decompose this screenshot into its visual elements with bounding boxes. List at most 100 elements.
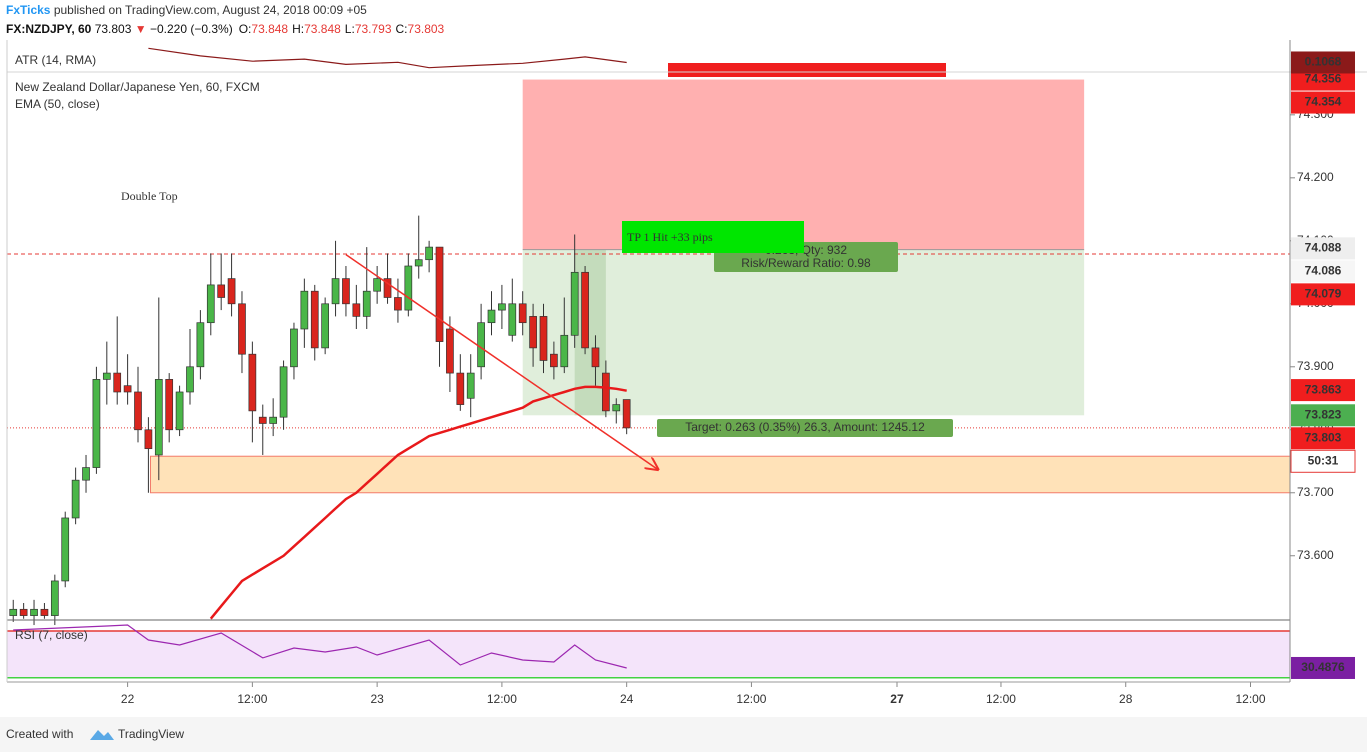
price-tag: 74.356 — [1305, 72, 1342, 86]
price-tag-bg — [1291, 260, 1355, 283]
x-tick-label: 22 — [121, 692, 135, 706]
candle-body — [435, 246, 444, 342]
price-tag-bg — [1291, 237, 1355, 260]
atr-legend: ATR (14, RMA) — [15, 53, 96, 67]
candle-body — [310, 290, 319, 349]
price-tag-bg — [1291, 283, 1355, 306]
candle-body — [82, 467, 90, 481]
main-layer — [7, 47, 1290, 679]
x-tick-label: 24 — [620, 692, 634, 706]
change: −0.220 (−0.3%) — [150, 22, 233, 36]
quote-key: L: — [345, 22, 355, 36]
ema-legend: EMA (50, close) — [15, 97, 100, 111]
support-zone — [149, 455, 1291, 494]
candle-body — [560, 334, 569, 368]
candle-body — [71, 479, 80, 519]
candle-body — [352, 303, 361, 317]
footer-text: Created with — [6, 727, 73, 741]
candle-body — [550, 353, 558, 368]
candle-body — [529, 316, 537, 349]
candle-body — [414, 259, 423, 267]
atr-line — [148, 47, 627, 69]
candle-body — [154, 379, 163, 456]
quote-value: 73.803 — [408, 22, 445, 36]
candle-body — [591, 347, 600, 368]
y-tick-label: 74.200 — [1297, 170, 1334, 184]
candle-body — [175, 391, 184, 431]
countdown-tag-bg — [1290, 449, 1356, 473]
published: published on TradingView.com, August 24,… — [54, 3, 367, 17]
last-price: 73.803 — [95, 22, 132, 36]
ema-line — [209, 385, 627, 620]
price-tag-bg — [1291, 427, 1355, 450]
x-tick-label: 12:00 — [487, 692, 517, 706]
rr-label: Risk/Reward Ratio: 0.98 — [741, 256, 871, 270]
candle-body — [383, 278, 392, 298]
candle-body — [622, 399, 631, 429]
symbol: FX:NZDJPY, 60 — [6, 22, 92, 36]
change-arrow: ▼ — [135, 22, 147, 36]
y-tick-label: 73.700 — [1297, 485, 1334, 499]
price-tag: 74.088 — [1305, 241, 1342, 255]
candle-body — [602, 372, 610, 412]
quote-line: FX:NZDJPY, 60 73.803 ▼ −0.220 (−0.3%) O:7… — [6, 22, 445, 36]
candle-body — [269, 416, 278, 424]
target-box — [657, 419, 953, 437]
tv-logo — [90, 730, 114, 740]
rsi-line — [13, 624, 627, 669]
countdown-tag: 50:31 — [1308, 453, 1339, 467]
candle-body — [92, 379, 101, 468]
candle-body — [581, 271, 589, 349]
back-layer: 73.60073.70073.80073.90074.00074.10074.2… — [7, 79, 1334, 706]
rsi-tag-bg — [1291, 656, 1355, 679]
price-tag: 74.079 — [1305, 287, 1342, 301]
price-tag: 73.823 — [1305, 407, 1342, 421]
trade-zone — [574, 249, 606, 416]
trend-arrow — [345, 254, 658, 470]
header-line: FxTicks published on TradingView.com, Au… — [6, 3, 367, 17]
y-tick-label: 73.600 — [1297, 548, 1334, 562]
x-tick-label: 12:00 — [1235, 692, 1265, 706]
price-tag: 73.803 — [1305, 430, 1342, 444]
candle-body — [425, 246, 433, 261]
candle-body — [466, 372, 475, 399]
quote-value: 73.848 — [251, 22, 288, 36]
candle-body — [123, 385, 132, 393]
candle-body — [227, 278, 236, 305]
footer-brand[interactable]: TradingView — [118, 727, 184, 741]
quote-key: O: — [239, 22, 252, 36]
candle-body — [186, 366, 194, 393]
x-tick-label: 12:00 — [986, 692, 1016, 706]
double-top-label: Double Top — [121, 189, 178, 203]
candle-body — [342, 278, 350, 305]
candle-body — [373, 278, 381, 292]
x-tick-label: 28 — [1119, 692, 1133, 706]
price-tag-bg — [1291, 404, 1355, 427]
candle-body — [196, 322, 205, 368]
candle-body — [518, 303, 527, 324]
tp-box — [622, 221, 804, 253]
candle-body — [134, 391, 142, 431]
price-tag: 73.863 — [1305, 382, 1342, 396]
price-tag: 74.086 — [1305, 264, 1342, 278]
x-tick-label: 23 — [370, 692, 384, 706]
stop-label-box — [668, 63, 946, 77]
candle-body — [321, 303, 330, 349]
candle-body — [498, 303, 506, 311]
candle-body — [331, 278, 340, 305]
chart-title: New Zealand Dollar/Japanese Yen, 60, FXC… — [15, 80, 260, 94]
candle-body — [570, 271, 579, 336]
target-label: Target: 0.263 (0.35%) 26.3, Amount: 1245… — [685, 420, 925, 434]
candle-body — [30, 608, 38, 616]
candle-body — [50, 580, 59, 616]
tp-label: TP 1 Hit +33 pips — [627, 230, 713, 244]
candle-body — [394, 297, 402, 311]
candle-body — [248, 353, 257, 412]
y-tick-label: 73.900 — [1297, 359, 1334, 373]
candle-body — [362, 290, 371, 317]
candle-body — [61, 517, 70, 582]
candle-body — [539, 316, 548, 361]
candle-body — [19, 608, 28, 616]
x-tick-label: 12:00 — [237, 692, 267, 706]
